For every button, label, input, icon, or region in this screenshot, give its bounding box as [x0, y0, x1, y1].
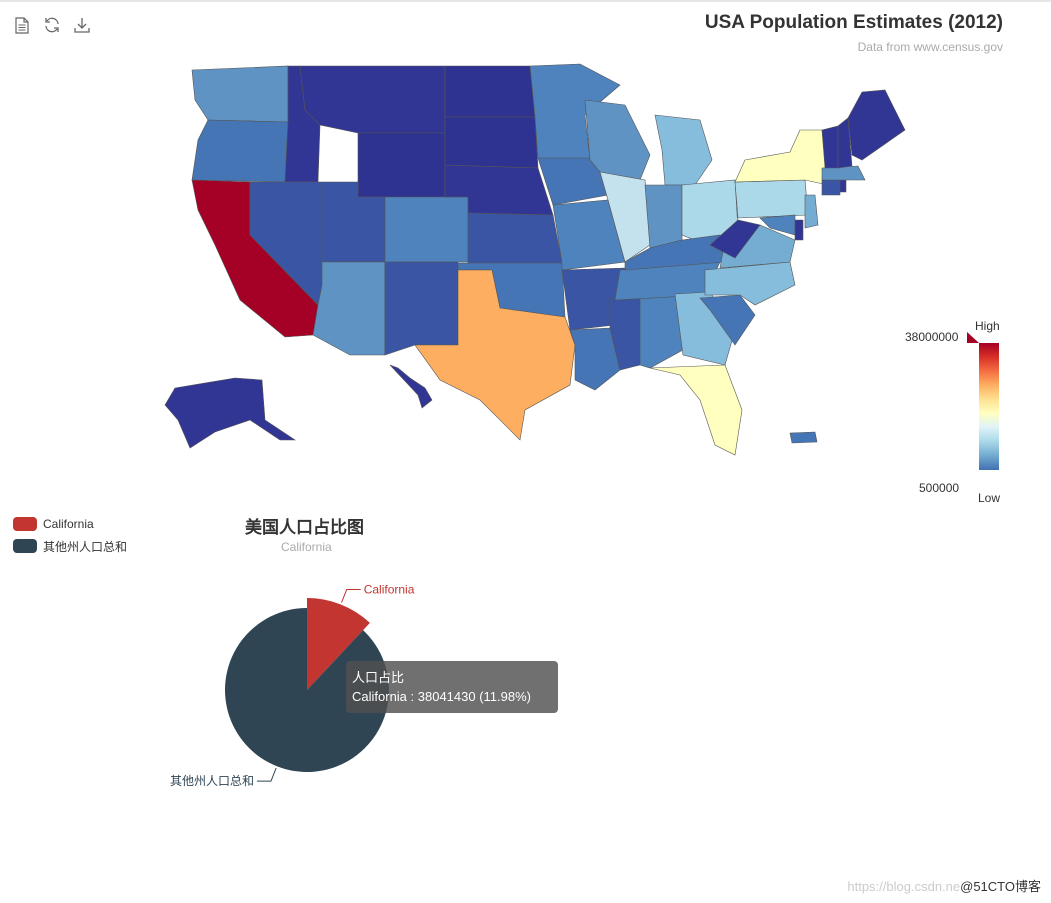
data-view-icon[interactable] — [12, 14, 32, 36]
watermark: https://blog.csdn.ne@51CTO博客 — [847, 876, 1041, 895]
watermark-brand: @51CTO博客 — [960, 879, 1041, 894]
state-hawaii[interactable] — [389, 364, 433, 409]
territory-puerto-rico[interactable] — [789, 431, 818, 444]
state-wyoming[interactable] — [357, 132, 446, 198]
state-rhode-island[interactable] — [839, 179, 847, 193]
state-vermont[interactable] — [821, 125, 839, 169]
map-title: USA Population Estimates (2012) — [704, 12, 1003, 33]
legend-swatch — [13, 539, 37, 553]
visual-map-min-value: 500000 — [919, 481, 960, 495]
state-new-jersey[interactable] — [804, 194, 819, 229]
top-border — [0, 0, 1051, 2]
state-alaska[interactable] — [164, 377, 296, 449]
pie-label-1: 其他州人口总和 — [170, 774, 254, 788]
visual-map-max-value: 38000000 — [905, 330, 959, 344]
usa-map — [164, 63, 999, 470]
state-new-york[interactable] — [734, 129, 829, 186]
state-florida[interactable] — [649, 364, 743, 456]
pie-label-0: California — [364, 583, 415, 597]
legend-label: 其他州人口总和 — [43, 539, 128, 554]
state-arizona[interactable] — [312, 261, 386, 356]
pie-slice-0[interactable] — [307, 598, 370, 690]
state-pennsylvania[interactable] — [734, 179, 809, 219]
legend-label: California — [43, 517, 94, 531]
legend-item-other-states[interactable]: 其他州人口总和 — [13, 535, 127, 557]
pie-label-line-1 — [256, 767, 277, 782]
save-image-icon[interactable] — [72, 14, 92, 36]
state-west-virginia[interactable] — [709, 219, 761, 259]
state-montana[interactable] — [299, 65, 446, 134]
pie-legend: California 其他州人口总和 — [13, 513, 127, 557]
visual-map-low-label: Low — [978, 491, 1001, 505]
pie-subtitle: California — [281, 540, 332, 554]
state-oregon[interactable] — [191, 119, 289, 183]
state-connecticut[interactable] — [821, 179, 841, 196]
state-kansas[interactable] — [467, 212, 563, 264]
watermark-url: https://blog.csdn.ne — [847, 879, 961, 894]
pie-title: 美国人口占比图 — [245, 518, 364, 537]
state-new-hampshire[interactable] — [837, 117, 853, 169]
pie-label-line-0 — [341, 589, 361, 603]
state-washington[interactable] — [191, 65, 289, 123]
state-indiana[interactable] — [644, 184, 683, 249]
visual-map-handle-high[interactable] — [967, 332, 979, 343]
visual-map-bar[interactable] — [979, 343, 999, 470]
visual-map-high-label: High — [975, 319, 1000, 333]
state-colorado[interactable] — [384, 196, 469, 263]
state-south-dakota[interactable] — [444, 116, 539, 169]
state-south-carolina[interactable] — [699, 294, 756, 346]
tooltip-series-name: 人口占比 — [352, 670, 405, 685]
legend-swatch — [13, 517, 37, 531]
state-texas[interactable] — [414, 269, 576, 441]
state-michigan[interactable] — [654, 114, 713, 186]
tooltip: 人口占比 California : 38041430 (11.98%) — [346, 661, 558, 713]
toolbox — [12, 14, 92, 36]
state-maine[interactable] — [847, 89, 906, 161]
state-north-dakota[interactable] — [444, 65, 536, 118]
map-subtitle: Data from www.census.gov — [857, 40, 1003, 54]
state-illinois[interactable] — [599, 171, 651, 263]
state-minnesota[interactable] — [529, 63, 621, 161]
state-kentucky[interactable] — [624, 234, 726, 271]
legend-item-california[interactable]: California — [13, 513, 127, 535]
state-new-mexico[interactable] — [384, 261, 459, 356]
tooltip-value: California : 38041430 (11.98%) — [352, 689, 531, 704]
pie-chart: California 其他州人口总和 — [170, 583, 415, 789]
pie-slice-1[interactable] — [224, 608, 389, 772]
state-missouri[interactable] — [552, 199, 626, 271]
restore-icon[interactable] — [42, 14, 62, 36]
state-delaware[interactable] — [794, 219, 804, 241]
